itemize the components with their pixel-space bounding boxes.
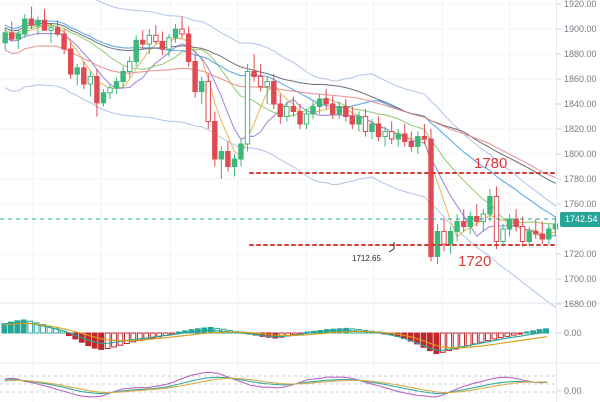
price-axis-tick: 1820.00 (564, 124, 597, 134)
current-price-badge[interactable]: 1742.54 (560, 212, 600, 227)
price-axis-tick: 1680.00 (564, 299, 597, 309)
kdj-zero-label: 0.00 (564, 386, 582, 396)
swing-low-label: 1712.65 (352, 254, 381, 263)
support-level-label: 1720 (458, 253, 492, 270)
price-axis-tick: 1920.00 (564, 0, 597, 9)
price-axis-tick: 1720.00 (564, 249, 597, 259)
grid-lines (0, 0, 561, 402)
price-axis-tick: 1760.00 (564, 199, 597, 209)
price-axis-tick: 1880.00 (564, 49, 597, 59)
price-axis-tick: 1700.00 (564, 274, 597, 284)
price-level-lines[interactable] (249, 172, 555, 253)
price-axis-tick: 1860.00 (564, 74, 597, 84)
price-axis-tick: 1780.00 (564, 174, 597, 184)
panel-separators (0, 302, 600, 364)
price-axis-tick: 1800.00 (564, 149, 597, 159)
price-axis-divider (556, 0, 557, 402)
resistance-level-label: 1780 (474, 155, 508, 172)
kdj-panel (0, 371, 556, 398)
price-axis-tick: 1840.00 (564, 99, 597, 109)
price-axis-tick: 1900.00 (564, 24, 597, 34)
macd-panel (1, 319, 549, 355)
macd-zero-label: 0.00 (564, 328, 582, 338)
